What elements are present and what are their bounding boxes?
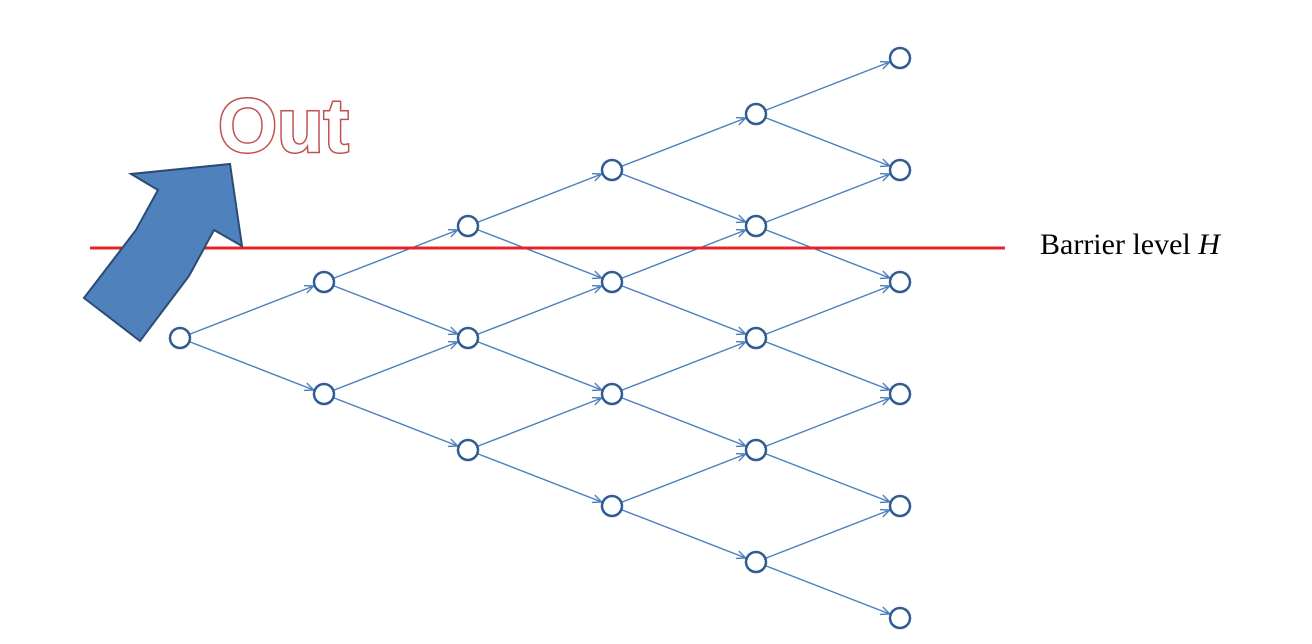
tree-node bbox=[744, 214, 768, 238]
tree-node bbox=[456, 326, 480, 350]
tree-nodes bbox=[168, 46, 912, 630]
tree-edge bbox=[621, 118, 745, 168]
tree-node bbox=[744, 102, 768, 126]
tree-edge bbox=[189, 340, 313, 390]
knock-out-arrow bbox=[82, 162, 244, 343]
tree-edge bbox=[765, 564, 889, 614]
tree-edge bbox=[477, 228, 601, 278]
tree-node bbox=[888, 158, 912, 182]
tree-edge bbox=[477, 452, 601, 502]
tree-edge bbox=[765, 452, 889, 502]
tree-edge bbox=[477, 286, 601, 336]
tree-edge bbox=[765, 116, 889, 166]
tree-edge bbox=[477, 340, 601, 390]
tree-edge bbox=[189, 286, 313, 336]
tree-node bbox=[888, 382, 912, 406]
tree-node bbox=[600, 494, 624, 518]
tree-node bbox=[312, 382, 336, 406]
barrier-label-text: Barrier level bbox=[1040, 228, 1199, 261]
tree-edge bbox=[621, 230, 745, 280]
tree-node bbox=[456, 438, 480, 462]
tree-edge bbox=[765, 340, 889, 390]
tree-node bbox=[168, 326, 192, 350]
tree-edge bbox=[333, 230, 457, 280]
tree-node bbox=[888, 270, 912, 294]
tree-edge bbox=[621, 284, 745, 334]
tree-edge bbox=[621, 508, 745, 558]
tree-edge bbox=[333, 342, 457, 392]
tree-node bbox=[888, 494, 912, 518]
tree-edge bbox=[333, 396, 457, 446]
tree-edge bbox=[765, 286, 889, 336]
tree-edge bbox=[477, 398, 601, 448]
tree-node bbox=[888, 46, 912, 70]
barrier-variable: H bbox=[1198, 228, 1220, 261]
tree-node bbox=[744, 326, 768, 350]
barrier-label: Barrier level H bbox=[1040, 228, 1220, 262]
tree-edge bbox=[765, 174, 889, 224]
tree-edge bbox=[621, 454, 745, 504]
tree-node bbox=[744, 438, 768, 462]
tree-edge bbox=[621, 342, 745, 392]
tree-edge bbox=[765, 398, 889, 448]
tree-edges bbox=[189, 62, 889, 614]
tree-node bbox=[744, 550, 768, 574]
tree-node bbox=[312, 270, 336, 294]
tree-node bbox=[600, 270, 624, 294]
tree-edge bbox=[477, 174, 601, 224]
tree-edge bbox=[621, 172, 745, 222]
tree-node bbox=[888, 606, 912, 630]
tree-edge bbox=[765, 228, 889, 278]
tree-edge bbox=[765, 510, 889, 560]
tree-edge bbox=[621, 396, 745, 446]
out-label: Out bbox=[218, 84, 349, 169]
tree-node bbox=[600, 382, 624, 406]
tree-node bbox=[456, 214, 480, 238]
tree-edge bbox=[333, 284, 457, 334]
tree-edge bbox=[765, 62, 889, 112]
tree-node bbox=[600, 158, 624, 182]
